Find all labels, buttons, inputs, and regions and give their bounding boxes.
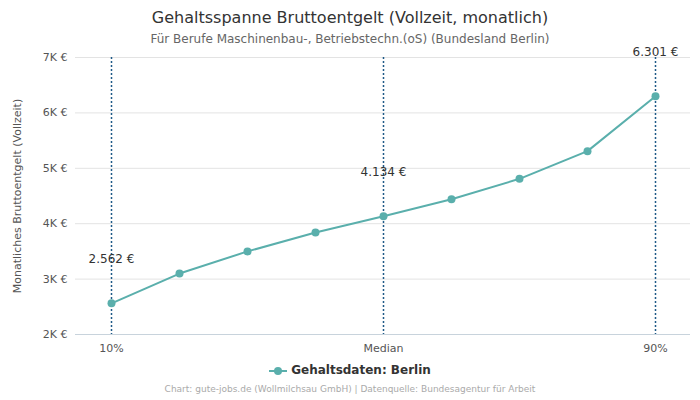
svg-text:6K €: 6K € bbox=[43, 106, 68, 119]
svg-text:2.562 €: 2.562 € bbox=[89, 252, 135, 266]
html-text:Chart: gute-jobs.de (Wollmilch: Chart: gute-jobs.de (Wollmilchsau GmbH) … bbox=[164, 384, 536, 394]
html-text:Gehaltsdaten: Berlin: Gehaltsdaten: Berlin bbox=[291, 363, 431, 377]
html-text:Gehaltsspanne Bruttoentgelt (V: Gehaltsspanne Bruttoentgelt (Vollzeit, m… bbox=[151, 8, 549, 27]
svg-text:3K €: 3K € bbox=[43, 273, 68, 286]
svg-text:6.301 €: 6.301 € bbox=[633, 45, 679, 59]
svg-text:4.134 €: 4.134 € bbox=[361, 165, 407, 179]
svg-text:Median: Median bbox=[363, 342, 403, 355]
svg-text:5K €: 5K € bbox=[43, 162, 68, 175]
svg-text:Monatliches Bruttoentgelt (Vol: Monatliches Bruttoentgelt (Vollzeit) bbox=[11, 99, 24, 293]
svg-text:2K €: 2K € bbox=[43, 328, 68, 341]
svg-text:4K €: 4K € bbox=[43, 217, 68, 230]
svg-text:90%: 90% bbox=[643, 342, 667, 355]
html-text:Für Berufe Maschinenbau-, Betr: Für Berufe Maschinenbau-, Betriebstechn.… bbox=[150, 32, 550, 46]
svg-text:7K €: 7K € bbox=[43, 51, 68, 64]
svg-text:10%: 10% bbox=[99, 342, 123, 355]
